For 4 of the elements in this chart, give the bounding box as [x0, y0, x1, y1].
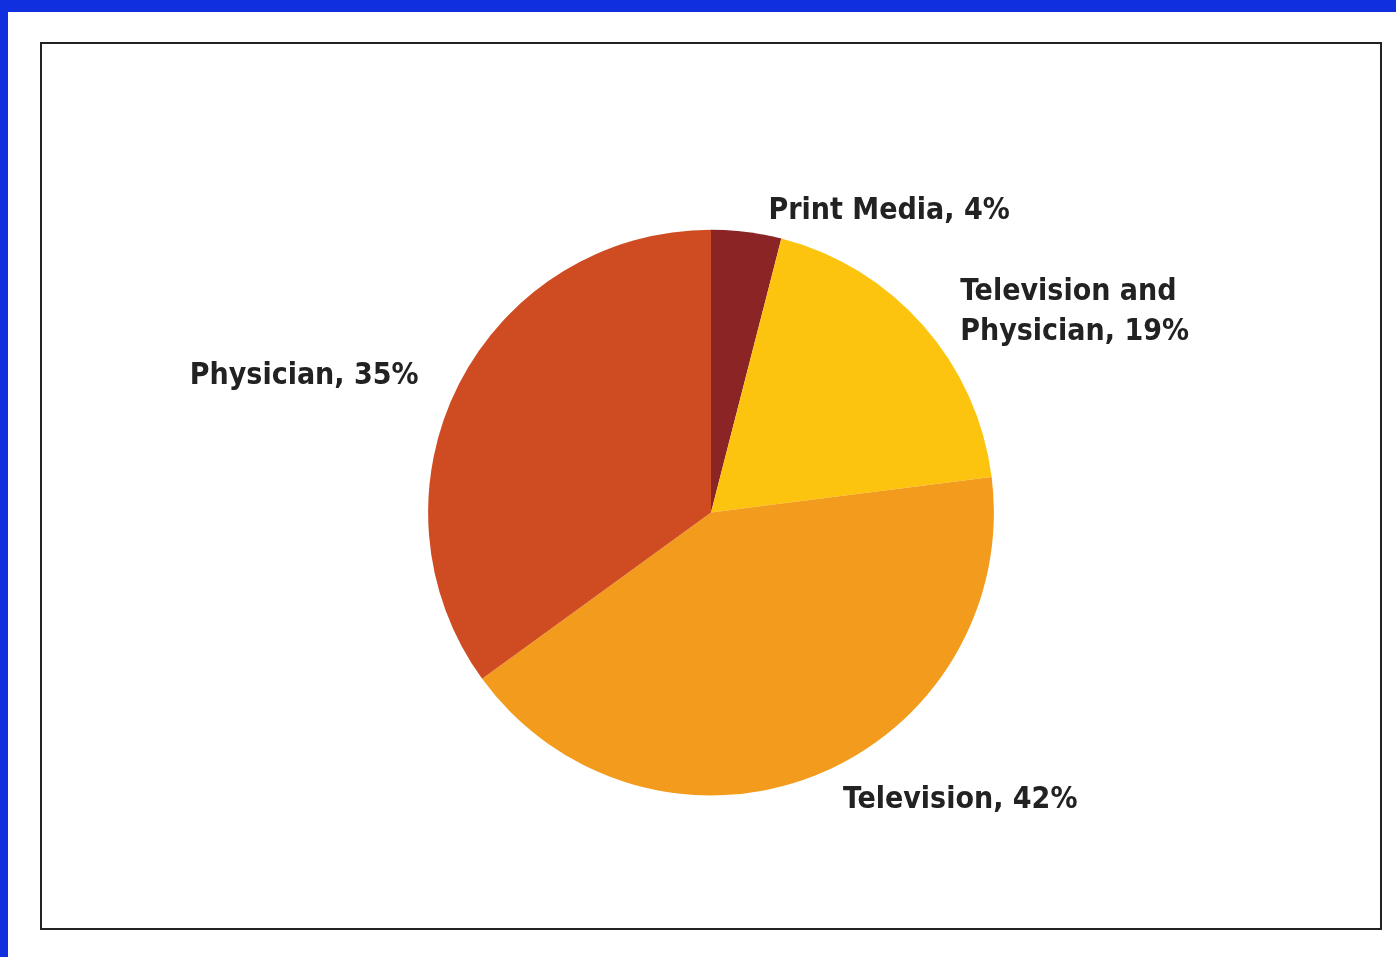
slice-label: Print Media, 4%	[768, 190, 1010, 226]
slice-label: Television, 42%	[842, 780, 1078, 816]
slice-label: Television and Physician, 19%	[960, 272, 1190, 348]
slice-label: Physician, 35%	[189, 355, 419, 391]
